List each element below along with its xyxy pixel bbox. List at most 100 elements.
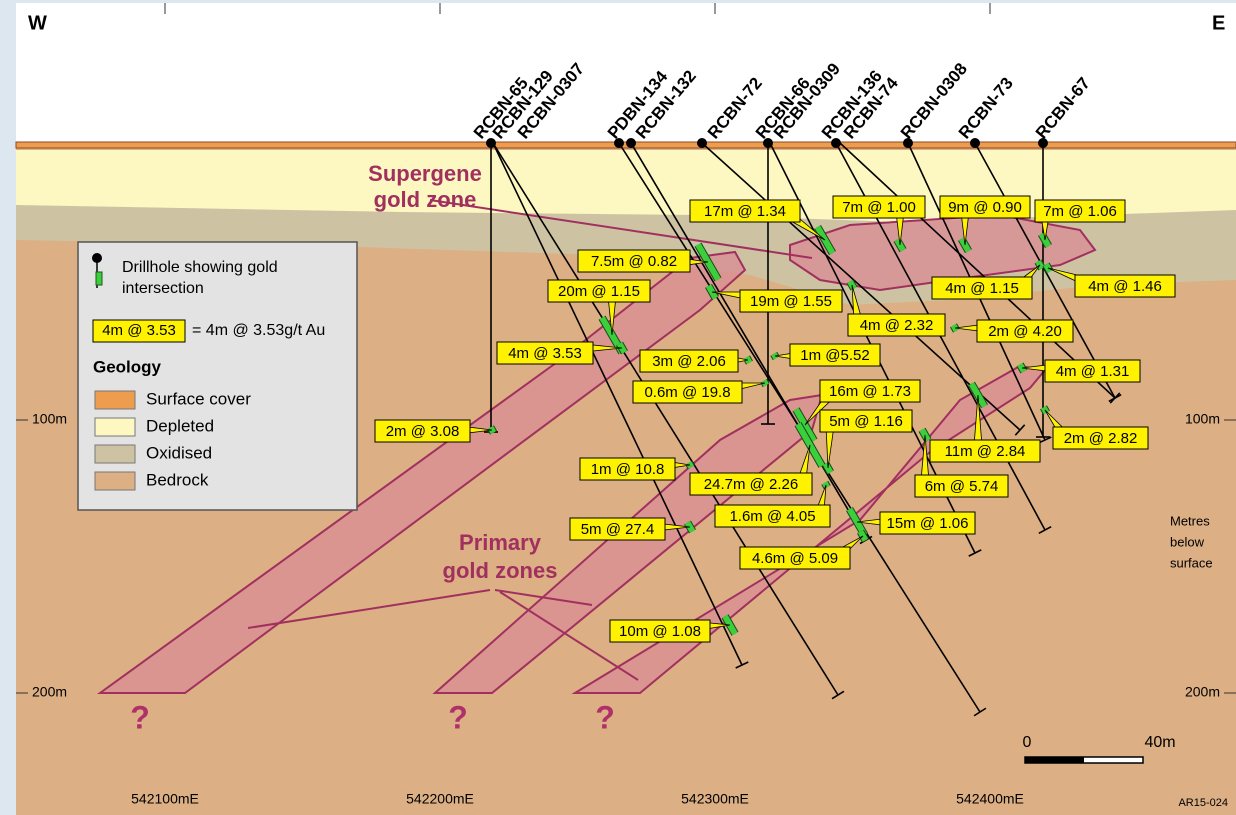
intersection-label: 4m @ 1.46	[1088, 278, 1162, 295]
label-box	[976, 319, 1074, 343]
intersection-label: 10m @ 1.08	[619, 623, 701, 640]
hole-end	[735, 661, 749, 669]
label-box	[1074, 274, 1176, 298]
intersection-label: 2m @ 3.08	[386, 423, 460, 440]
label-box	[1044, 359, 1141, 383]
figure-id: AR15-024	[1178, 797, 1228, 809]
drillhole-trace	[701, 142, 1021, 431]
collar	[763, 138, 773, 148]
label-box	[879, 511, 976, 535]
hole-end	[1038, 436, 1052, 444]
label-box	[1034, 199, 1126, 223]
intersection-label: 11m @ 2.84	[945, 443, 1026, 460]
collar	[970, 138, 980, 148]
drillhole-trace	[492, 142, 839, 696]
depleted	[16, 150, 1236, 222]
intersection-label: 5m @ 27.4	[581, 521, 655, 538]
label-box	[714, 504, 831, 528]
intersection-label: 0.6m @ 19.8	[644, 384, 730, 401]
depth-label: 200m	[32, 684, 67, 700]
label-box	[819, 409, 913, 433]
label-box	[739, 546, 851, 570]
surface-cover	[15, 141, 1236, 149]
label-box	[496, 341, 594, 365]
depth-label: 200m	[1185, 684, 1220, 700]
legend-text: Bedrock	[146, 470, 209, 489]
zone-label: gold zones	[443, 558, 558, 583]
intersection-label: 1m @5.52	[800, 347, 869, 364]
label-box	[374, 419, 471, 443]
intersection-label: 4m @ 2.32	[860, 317, 934, 334]
intersection-label: 16m @ 1.73	[829, 383, 911, 400]
scale-start: 0	[1023, 734, 1032, 751]
legend-title: Geology	[93, 357, 162, 376]
hole-end	[831, 690, 845, 700]
collar	[486, 138, 496, 148]
label-box	[789, 343, 881, 367]
label-box	[847, 313, 946, 337]
intersection-label: 3m @ 2.06	[652, 353, 726, 370]
intersection-label: 2m @ 4.20	[988, 323, 1062, 340]
depth-note: Metres	[1170, 513, 1210, 528]
intersection-label: 4m @ 1.31	[1056, 363, 1130, 380]
label-box	[689, 472, 813, 496]
legend-text: = 4m @ 3.53g/t Au	[192, 322, 325, 339]
easting-label: 542300mE	[681, 791, 749, 807]
drillhole-trace	[839, 142, 1116, 399]
label-box	[931, 276, 1033, 300]
hole-end	[1038, 525, 1052, 535]
label-box	[819, 379, 921, 403]
intersection-label: 1.6m @ 4.05	[729, 508, 815, 525]
intersection-label: 4m @ 1.15	[945, 280, 1019, 297]
intersection-label: 15m @ 1.06	[887, 515, 969, 532]
label-box	[569, 517, 666, 541]
label-box	[939, 195, 1031, 219]
label-box	[739, 289, 843, 313]
intersection-label: 6m @ 5.74	[925, 478, 999, 495]
intersection-label: 4.6m @ 5.09	[752, 550, 838, 567]
label-box	[914, 474, 1009, 498]
west-label: W	[28, 12, 47, 34]
scale-bar: 0 40m	[1023, 734, 1176, 764]
collar	[831, 138, 841, 148]
collar	[697, 138, 707, 148]
legend-text: Oxidised	[146, 443, 212, 462]
legend-text: Depleted	[146, 416, 214, 435]
legend-text: Surface cover	[146, 389, 251, 408]
intersection-label: 17m @ 1.34	[704, 203, 786, 220]
hole-end	[1108, 393, 1122, 403]
legend-text: intersection	[122, 280, 204, 297]
depth-note: surface	[1170, 555, 1213, 570]
label-box	[579, 457, 676, 481]
zone-label: Supergene	[368, 161, 482, 186]
legend-sample: 4m @ 3.53	[102, 322, 176, 339]
intersection-label: 9m @ 0.90	[948, 199, 1022, 216]
intersection-label: 1m @ 10.8	[591, 461, 665, 478]
intersection-label: 4m @ 3.53	[508, 345, 582, 362]
easting-label: 542400mE	[956, 791, 1024, 807]
collar	[626, 138, 636, 148]
label-box	[929, 439, 1041, 463]
zone-arrows	[247, 199, 813, 681]
east-label: E	[1212, 12, 1225, 34]
hole-end	[1014, 424, 1026, 436]
intersection-label: 7m @ 1.06	[1043, 203, 1117, 220]
frame-ticks	[16, 3, 1236, 694]
label-box	[1052, 426, 1149, 450]
intersection-labels: 17m @ 1.34 7m @ 1.00 9m @ 0.90 7m @ 1.06 7.5…	[374, 195, 1176, 643]
zone-label: Primary	[459, 530, 542, 555]
collar	[903, 138, 913, 148]
scale-end: 40m	[1144, 734, 1175, 751]
legend: Drillhole showing gold intersection 4m @…	[77, 241, 358, 511]
intersection-label: 7.5m @ 0.82	[591, 253, 677, 270]
intersection-label: 24.7m @ 2.26	[704, 476, 798, 493]
intersection-label: 2m @ 2.82	[1064, 430, 1138, 447]
question-mark: ?	[595, 699, 615, 735]
collar	[1038, 138, 1048, 148]
label-box	[577, 249, 691, 273]
intersection-label: 7m @ 1.00	[842, 199, 916, 216]
label-box	[639, 349, 739, 373]
hole-end	[973, 707, 987, 717]
legend-text: Drillhole showing gold	[122, 259, 278, 276]
depth-label: 100m	[32, 411, 67, 427]
